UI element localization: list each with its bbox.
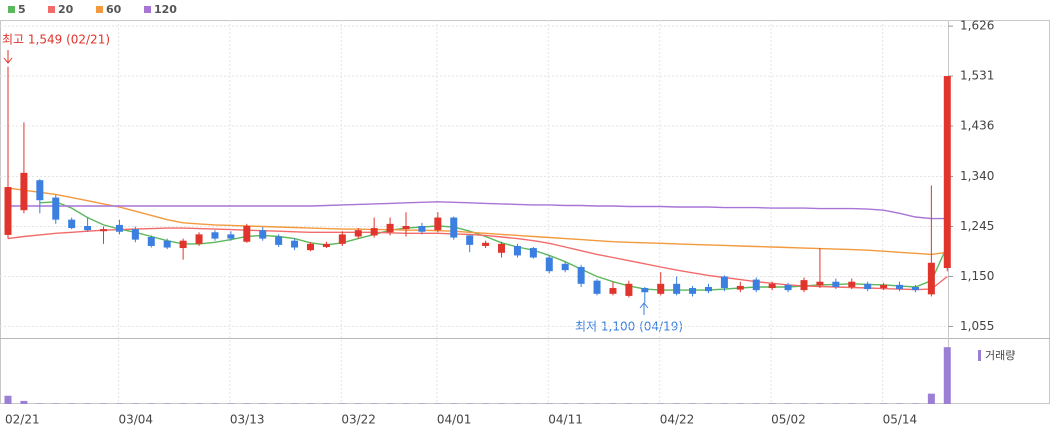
- candle-body: [131, 229, 139, 240]
- candle-body: [529, 248, 537, 258]
- moving-average-line: [39, 201, 948, 291]
- candle-body: [720, 276, 728, 289]
- x-tick-label: 02/21: [5, 413, 40, 427]
- candle-body: [927, 262, 935, 295]
- candle-body: [211, 232, 219, 239]
- candle-body: [784, 284, 792, 291]
- high-annotation: 최고 1,549 (02/21): [2, 33, 110, 47]
- candle-body: [625, 283, 633, 296]
- candle-body: [689, 288, 697, 294]
- moving-average-line: [7, 187, 948, 256]
- x-tick-label: 05/02: [771, 413, 806, 427]
- y-tick-label: 1,150: [960, 269, 994, 283]
- candle-body: [163, 240, 171, 248]
- y-tick-label: 1,436: [960, 119, 994, 133]
- volume-bar: [20, 400, 28, 404]
- legend-label: 120: [154, 3, 177, 16]
- legend-swatch: [144, 6, 151, 13]
- y-tick-label: 1,626: [960, 19, 994, 33]
- candle-body: [673, 283, 681, 294]
- candle-body: [577, 266, 585, 284]
- candle-body: [418, 225, 426, 232]
- candle-body: [338, 234, 346, 244]
- x-tick-label: 03/04: [118, 413, 153, 427]
- candle-body: [864, 283, 872, 290]
- high-arrow: [3, 50, 13, 64]
- candle-body: [816, 281, 824, 286]
- legend-swatch: [48, 6, 55, 13]
- candle-body: [147, 237, 155, 246]
- y-tick-label: 1,245: [960, 219, 994, 233]
- candle-body: [482, 242, 490, 246]
- candle-body: [402, 225, 410, 230]
- candle-body: [322, 243, 330, 248]
- low-arrow: [639, 302, 649, 315]
- legend-label: 60: [106, 3, 122, 16]
- candle-body: [434, 217, 442, 231]
- candle-body: [84, 225, 92, 231]
- volume-legend-label: 거래량: [985, 349, 1015, 362]
- candle-body: [513, 245, 521, 256]
- candle-body: [179, 240, 187, 249]
- candle-body: [370, 228, 378, 236]
- candle-body: [736, 285, 744, 290]
- x-tick-label: 04/22: [660, 413, 695, 427]
- candle-body: [832, 281, 840, 287]
- y-tick-label: 1,531: [960, 69, 994, 83]
- candle-body: [641, 288, 649, 293]
- volume-legend-swatch: [978, 350, 981, 361]
- legend-swatch: [96, 6, 103, 13]
- candle-body: [275, 236, 283, 245]
- candle-body: [800, 280, 808, 291]
- candle-body: [896, 284, 904, 290]
- candle-body: [195, 234, 203, 244]
- legend-label: 20: [58, 3, 74, 16]
- candle-body: [36, 180, 44, 201]
- candle-body: [68, 219, 76, 229]
- candle-body: [259, 230, 267, 239]
- x-tick-label: 05/14: [883, 413, 918, 427]
- candle-body: [657, 283, 665, 294]
- volume-bar: [4, 395, 12, 404]
- candle-body: [306, 243, 314, 251]
- y-tick-label: 1,340: [960, 169, 994, 183]
- candle-body: [943, 76, 951, 269]
- volume-bar: [927, 393, 935, 404]
- candle-body: [4, 187, 12, 235]
- candle-body: [20, 172, 28, 211]
- y-tick-label: 1,055: [960, 319, 994, 333]
- x-tick-label: 03/22: [341, 413, 376, 427]
- candle-body: [100, 229, 108, 232]
- candle-body: [752, 279, 760, 291]
- candle-body: [561, 263, 569, 271]
- candle-body: [498, 243, 506, 253]
- candle-body: [609, 288, 617, 294]
- candle-body: [115, 224, 123, 232]
- candle-body: [704, 286, 712, 292]
- legend-label: 5: [18, 3, 26, 16]
- candle-body: [880, 284, 888, 289]
- candle-body: [911, 286, 919, 291]
- candle-body: [466, 235, 474, 245]
- candle-body: [52, 197, 60, 220]
- volume-bar: [943, 347, 951, 404]
- candle-body: [768, 283, 776, 289]
- x-tick-label: 03/13: [230, 413, 265, 427]
- x-tick-label: 04/11: [548, 413, 583, 427]
- x-tick-label: 04/01: [437, 413, 472, 427]
- candle-body: [291, 240, 299, 248]
- candle-body: [545, 257, 553, 272]
- candle-body: [227, 234, 235, 239]
- candle-body: [243, 225, 251, 242]
- candle-body: [848, 281, 856, 287]
- candle-body: [354, 230, 362, 237]
- candle-body: [386, 223, 394, 233]
- candle-body: [593, 280, 601, 294]
- moving-average-line: [8, 201, 948, 220]
- candle-body: [450, 217, 458, 238]
- legend-swatch: [8, 6, 15, 13]
